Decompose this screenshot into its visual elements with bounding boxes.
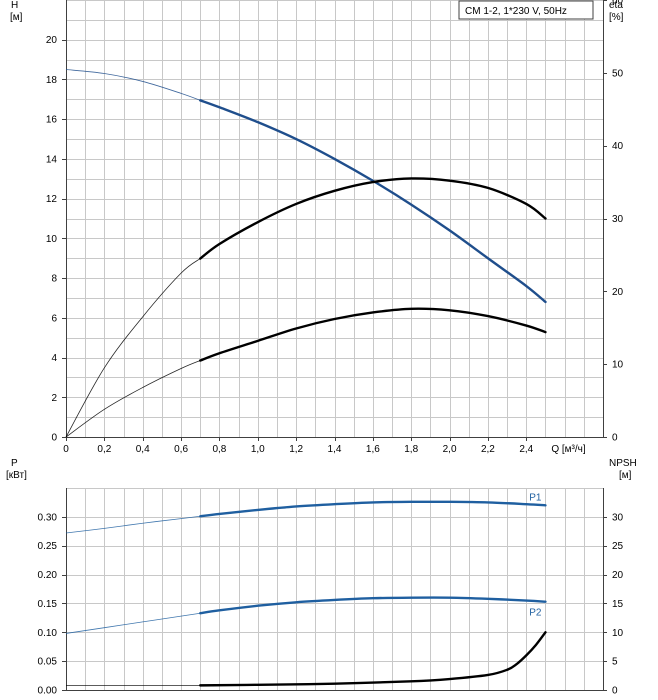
q-tick-label: 2,4 xyxy=(519,444,533,455)
npsh-tick-label: 30 xyxy=(612,512,624,523)
npsh-tick-label: 20 xyxy=(612,570,624,581)
npsh-tick-label: 25 xyxy=(612,541,624,552)
series-label-p1: P1 xyxy=(529,492,542,503)
top-series-1-extrapolated xyxy=(65,258,201,438)
labels-layer: CM 1-2, 1*230 V, 50Hz 0 2 4 6 8 10 12 14 16 18 20 0… xyxy=(6,0,637,697)
eta-tick-label: 0 xyxy=(612,433,618,444)
h-tick-label: 6 xyxy=(51,313,57,324)
q-axis-label: Q [м³/ч] xyxy=(551,444,586,455)
q-tick-label: 1,0 xyxy=(251,444,265,455)
h-axis-title: H xyxy=(11,0,18,11)
h-tick-label: 2 xyxy=(51,393,57,404)
eta-tick-label: 30 xyxy=(612,214,624,225)
eta-axis-unit: [%] xyxy=(609,12,624,23)
bottom-series-1-operating xyxy=(199,596,547,615)
p-axis-title: P xyxy=(11,458,18,469)
q-tick-label: 2,0 xyxy=(443,444,457,455)
top-series-2-extrapolated xyxy=(65,360,201,438)
top-series-1-operating xyxy=(199,177,547,260)
p-tick-label: 0.15 xyxy=(38,599,58,610)
q-tick-label: 1,4 xyxy=(328,444,342,455)
bottom-series-0-operating xyxy=(199,500,547,518)
q-tick-label: 1,6 xyxy=(366,444,380,455)
axes-layer xyxy=(62,0,607,691)
top-series-0-extrapolated xyxy=(65,69,201,101)
h-tick-label: 14 xyxy=(46,154,58,165)
eta-axis-title: eta xyxy=(609,0,623,11)
npsh-axis-unit: [м] xyxy=(619,470,632,481)
h-tick-label: 16 xyxy=(46,115,58,126)
legend-box-text: CM 1-2, 1*230 V, 50Hz xyxy=(465,6,567,17)
q-tick-label: 0,8 xyxy=(212,444,226,455)
grid-layer xyxy=(66,0,604,690)
eta-tick-label: 50 xyxy=(612,68,624,79)
series-label-p2: P2 xyxy=(529,608,542,619)
top-series-0-operating xyxy=(199,99,547,304)
q-tick-label: 0 xyxy=(63,444,69,455)
h-tick-label: 0 xyxy=(51,433,57,444)
eta-tick-label: 40 xyxy=(612,141,624,152)
q-tick-label: 1,8 xyxy=(404,444,418,455)
bottom-series-0-extrapolated xyxy=(65,515,201,534)
h-tick-label: 18 xyxy=(46,75,58,86)
p-tick-label: 0.05 xyxy=(38,657,58,668)
npsh-axis-title: NPSH xyxy=(609,458,637,469)
q-tick-label: 2,2 xyxy=(481,444,495,455)
q-tick-label: 0,2 xyxy=(97,444,111,455)
h-axis-unit: [м] xyxy=(10,12,23,23)
npsh-tick-label: 10 xyxy=(612,628,624,639)
npsh-tick-label: 5 xyxy=(612,657,618,668)
npsh-tick-label: 0 xyxy=(612,686,618,697)
p-axis-unit: [кВт] xyxy=(6,470,27,481)
eta-tick-label: 10 xyxy=(612,360,624,371)
h-tick-label: 20 xyxy=(46,35,58,46)
q-tick-label: 0,6 xyxy=(174,444,188,455)
legend-box xyxy=(458,0,594,20)
h-tick-label: 8 xyxy=(51,274,57,285)
npsh-tick-label: 15 xyxy=(612,599,624,610)
p-tick-label: 0.25 xyxy=(38,541,58,552)
p-tick-label: 0.00 xyxy=(38,686,58,697)
h-tick-label: 12 xyxy=(46,194,58,205)
bottom-series-1-extrapolated xyxy=(65,612,201,634)
bottom-series-2-operating xyxy=(199,631,547,687)
h-tick-label: 4 xyxy=(51,353,57,364)
h-tick-label: 10 xyxy=(46,234,58,245)
top-series-2-operating xyxy=(199,307,547,362)
p-tick-label: 0.30 xyxy=(38,512,58,523)
eta-tick-label: 20 xyxy=(612,287,624,298)
p-tick-label: 0.20 xyxy=(38,570,58,581)
q-tick-label: 0,4 xyxy=(136,444,150,455)
eta-tick-label: 60 xyxy=(612,0,624,7)
q-tick-label: 1,2 xyxy=(289,444,303,455)
series-layer xyxy=(65,69,547,687)
p-tick-label: 0.10 xyxy=(38,628,58,639)
